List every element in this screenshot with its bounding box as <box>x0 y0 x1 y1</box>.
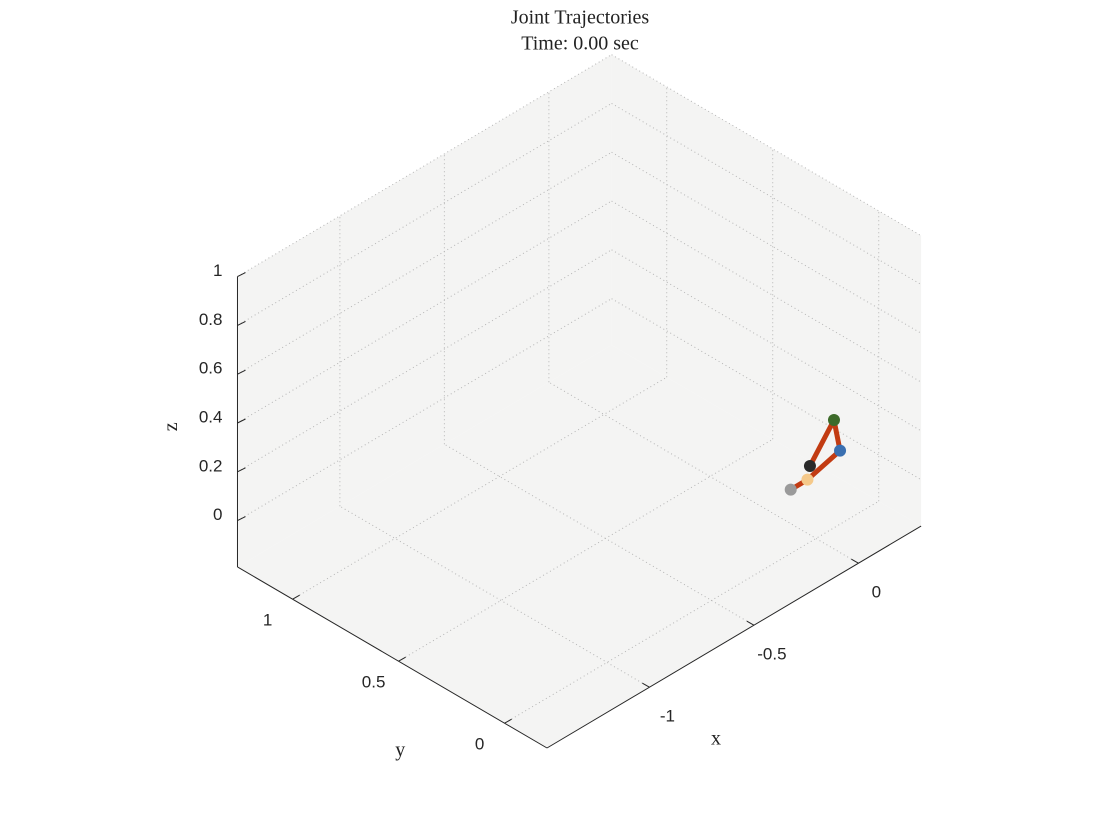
z-tick <box>237 272 246 278</box>
grid-line <box>398 438 773 662</box>
grid-line <box>504 500 879 724</box>
x-tick-label: -1 <box>660 707 675 726</box>
grid-line <box>237 249 612 473</box>
y-tick-label: 0.5 <box>362 673 386 692</box>
joint <box>834 444 847 457</box>
x-tick <box>851 558 859 564</box>
z-tick-label: 0.6 <box>199 359 223 378</box>
x-axis <box>546 525 922 749</box>
z-tick-label: 0.4 <box>199 407 223 426</box>
x-tick-label: 0 <box>872 583 881 602</box>
x-tick-label: -0.5 <box>757 645 786 664</box>
z-tick-label: 1 <box>213 261 222 280</box>
back-pane <box>237 54 612 567</box>
chart-subtitle: Time: 0.00 sec <box>521 33 639 55</box>
joint <box>803 459 816 472</box>
z-tick <box>237 320 246 326</box>
grid-line <box>237 54 612 278</box>
z-axis-label: z <box>160 422 182 431</box>
z-tick <box>237 516 246 522</box>
y-axis <box>237 566 548 749</box>
joint <box>784 483 797 496</box>
z-tick-label: 0 <box>213 505 222 524</box>
y-tick-label: 1 <box>263 611 272 630</box>
grid-line <box>237 298 612 522</box>
chart-title: Joint Trajectories <box>511 7 650 29</box>
floor-pane <box>237 345 922 748</box>
y-tick <box>292 594 300 600</box>
z-tick <box>237 467 246 473</box>
y-axis-label: y <box>395 739 405 761</box>
z-tick <box>237 369 246 375</box>
grid-line <box>237 151 612 375</box>
y-tick <box>504 718 512 724</box>
x-tick <box>642 682 650 688</box>
grid-line <box>237 200 612 424</box>
joint <box>801 473 814 486</box>
y-tick <box>398 656 406 662</box>
grid-line <box>292 376 667 600</box>
z-tick <box>237 418 246 424</box>
side-pane <box>611 54 922 527</box>
z-tick-label: 0.8 <box>199 310 223 329</box>
y-tick-label: 0 <box>475 735 484 754</box>
z-tick-label: 0.2 <box>199 456 223 475</box>
x-axis-label: x <box>711 728 721 750</box>
joint <box>827 414 840 427</box>
x-tick <box>746 620 755 626</box>
grid-line <box>237 103 612 326</box>
